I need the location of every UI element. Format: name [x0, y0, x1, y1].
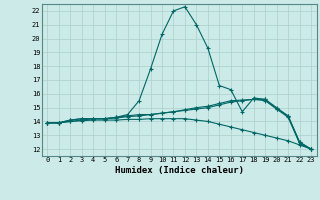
- X-axis label: Humidex (Indice chaleur): Humidex (Indice chaleur): [115, 166, 244, 175]
